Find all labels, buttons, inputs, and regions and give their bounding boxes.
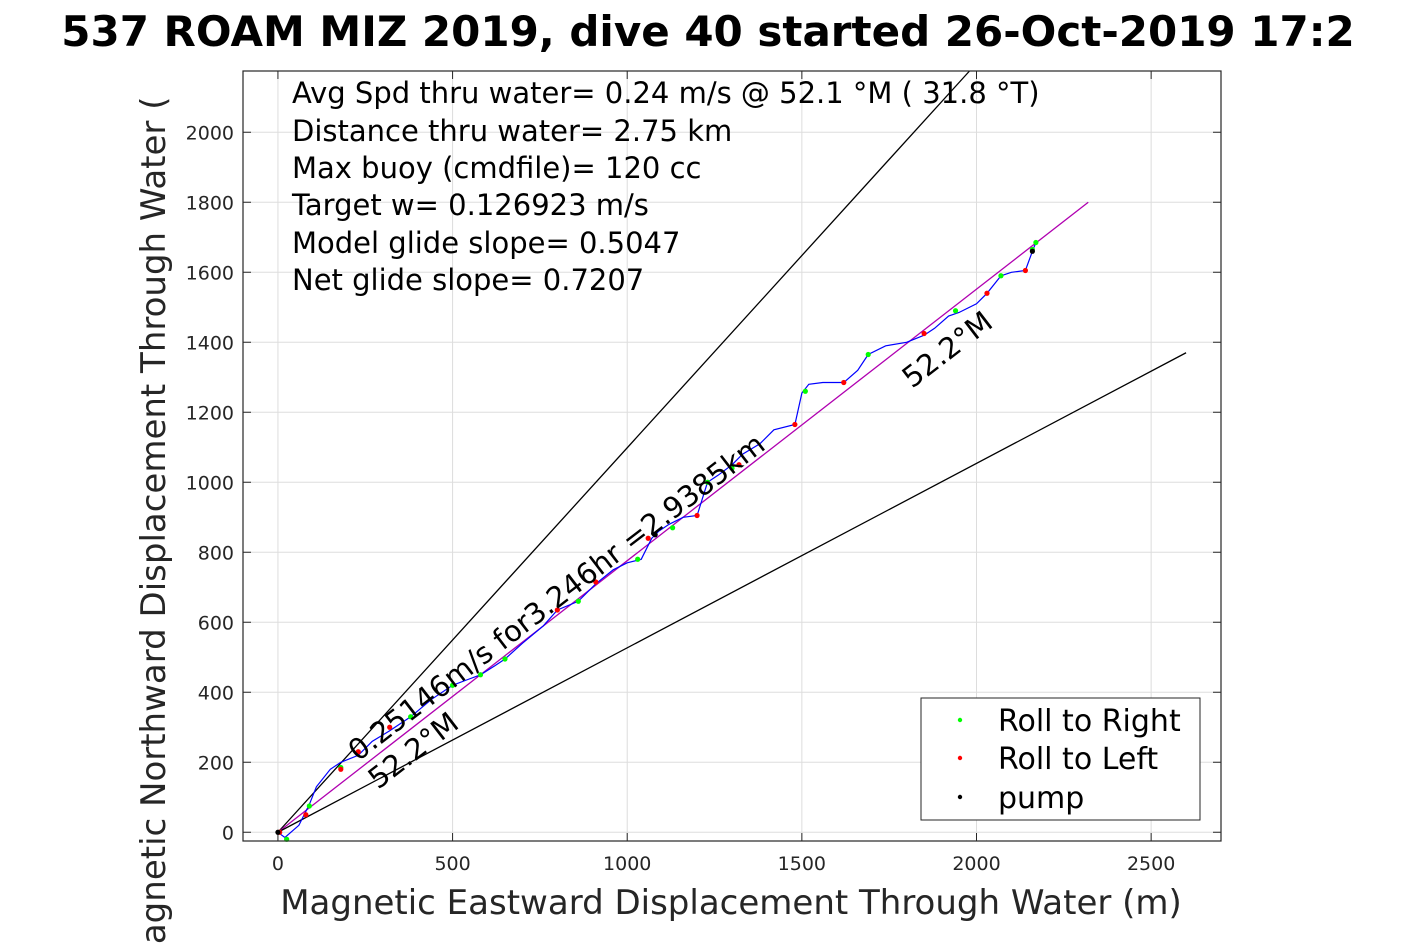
point-roll-to-left (387, 724, 393, 730)
stat-model-glide: Model glide slope= 0.5047 (292, 226, 680, 260)
point-roll-to-right (575, 598, 581, 604)
point-pump (1029, 248, 1035, 254)
point-roll-to-left (1022, 267, 1028, 274)
stats-block: Avg Spd thru water= 0.24 m/s @ 52.1 °M (… (291, 76, 1040, 297)
x-tick-label: 1000 (603, 853, 651, 875)
point-roll-to-right (477, 672, 484, 678)
legend-label-pump: pump (998, 781, 1084, 816)
legend-marker-roll-right (957, 717, 963, 723)
legend: Roll to Right Roll to Left pump (920, 697, 1201, 821)
point-pump (652, 532, 658, 538)
point-roll-to-right (1033, 239, 1039, 246)
y-tick-label: 2000 (186, 122, 234, 144)
x-tick-labels: 0 500 1000 1500 2000 2500 (272, 853, 1175, 875)
chart-title: 537 ROAM MIZ 2019, dive 40 started 26-Oc… (61, 7, 1354, 56)
x-tick-label: 2000 (952, 853, 1000, 875)
plot-frame (242, 70, 1222, 842)
legend-label-roll-right: Roll to Right (998, 704, 1181, 739)
x-tick-label: 0 (272, 853, 284, 875)
stat-distance: Distance thru water= 2.75 km (292, 114, 732, 148)
point-roll-to-left (792, 421, 798, 428)
x-tick-label: 500 (434, 853, 470, 875)
point-roll-to-right (704, 479, 711, 485)
point-roll-to-right (865, 351, 871, 358)
stat-net-glide: Net glide slope= 0.7207 (292, 263, 644, 297)
point-roll-to-right (449, 682, 456, 688)
y-tick-label: 200 (198, 752, 234, 774)
track-line (277, 242, 1037, 839)
stat-target-w: Target w= 0.126923 m/s (291, 188, 649, 222)
reference-line-upper-bound (277, 70, 970, 833)
stat-max-buoy: Max buoy (cmdfile)= 120 cc (292, 151, 701, 185)
point-roll-to-left (593, 579, 599, 585)
grid (243, 71, 1221, 841)
x-tick-label: 1500 (778, 853, 826, 875)
point-roll-to-right (635, 556, 641, 562)
y-tick-label: 1000 (186, 472, 234, 494)
y-tick-labels: 0 200 400 600 800 1000 1200 1400 1600 1800 2000 (186, 122, 234, 844)
x-axis-label: Magnetic Eastward Displacement Through W… (280, 883, 1182, 923)
point-roll-to-left (694, 512, 700, 519)
point-roll-to-right (802, 388, 808, 394)
point-roll-to-left (736, 462, 742, 468)
y-tick-label: 1600 (186, 262, 234, 284)
y-tick-label: 1200 (186, 402, 234, 424)
track-layer (277, 242, 1037, 839)
y-tick-label: 800 (198, 542, 234, 564)
legend-marker-roll-left (957, 755, 963, 761)
x-tick-label: 2500 (1127, 853, 1175, 875)
point-roll-to-left (984, 290, 990, 296)
legend-marker-pump (957, 794, 963, 800)
legend-label-roll-left: Roll to Left (998, 742, 1158, 777)
point-roll-to-left (355, 749, 361, 755)
legend-box (920, 697, 1201, 821)
y-tick-label: 1800 (186, 192, 234, 214)
reference-line-lower-bound (277, 352, 1187, 833)
point-roll-to-left (921, 330, 927, 337)
point-roll-to-left (645, 535, 651, 541)
point-roll-to-right (729, 465, 735, 471)
point-roll-to-right (408, 714, 414, 720)
y-tick-label: 600 (198, 612, 234, 634)
y-axis-label: Magnetic Northward Displacement Through … (134, 97, 174, 945)
point-roll-to-right (998, 273, 1004, 279)
stat-avg-speed: Avg Spd thru water= 0.24 m/s @ 52.1 °M (… (292, 76, 1040, 110)
y-tick-label: 0 (222, 822, 234, 844)
point-roll-to-left (303, 812, 309, 818)
point-roll-to-right (952, 308, 959, 314)
point-roll-to-left (338, 766, 344, 772)
y-tick-label: 400 (198, 682, 234, 704)
y-tick-label: 1400 (186, 332, 234, 354)
point-roll-to-right (306, 803, 312, 809)
point-roll-to-right (670, 525, 676, 531)
point-roll-to-right (502, 656, 508, 662)
point-pump (275, 829, 281, 835)
points-layer (275, 239, 1039, 842)
point-roll-to-left (554, 607, 560, 613)
point-roll-to-left (841, 379, 847, 386)
